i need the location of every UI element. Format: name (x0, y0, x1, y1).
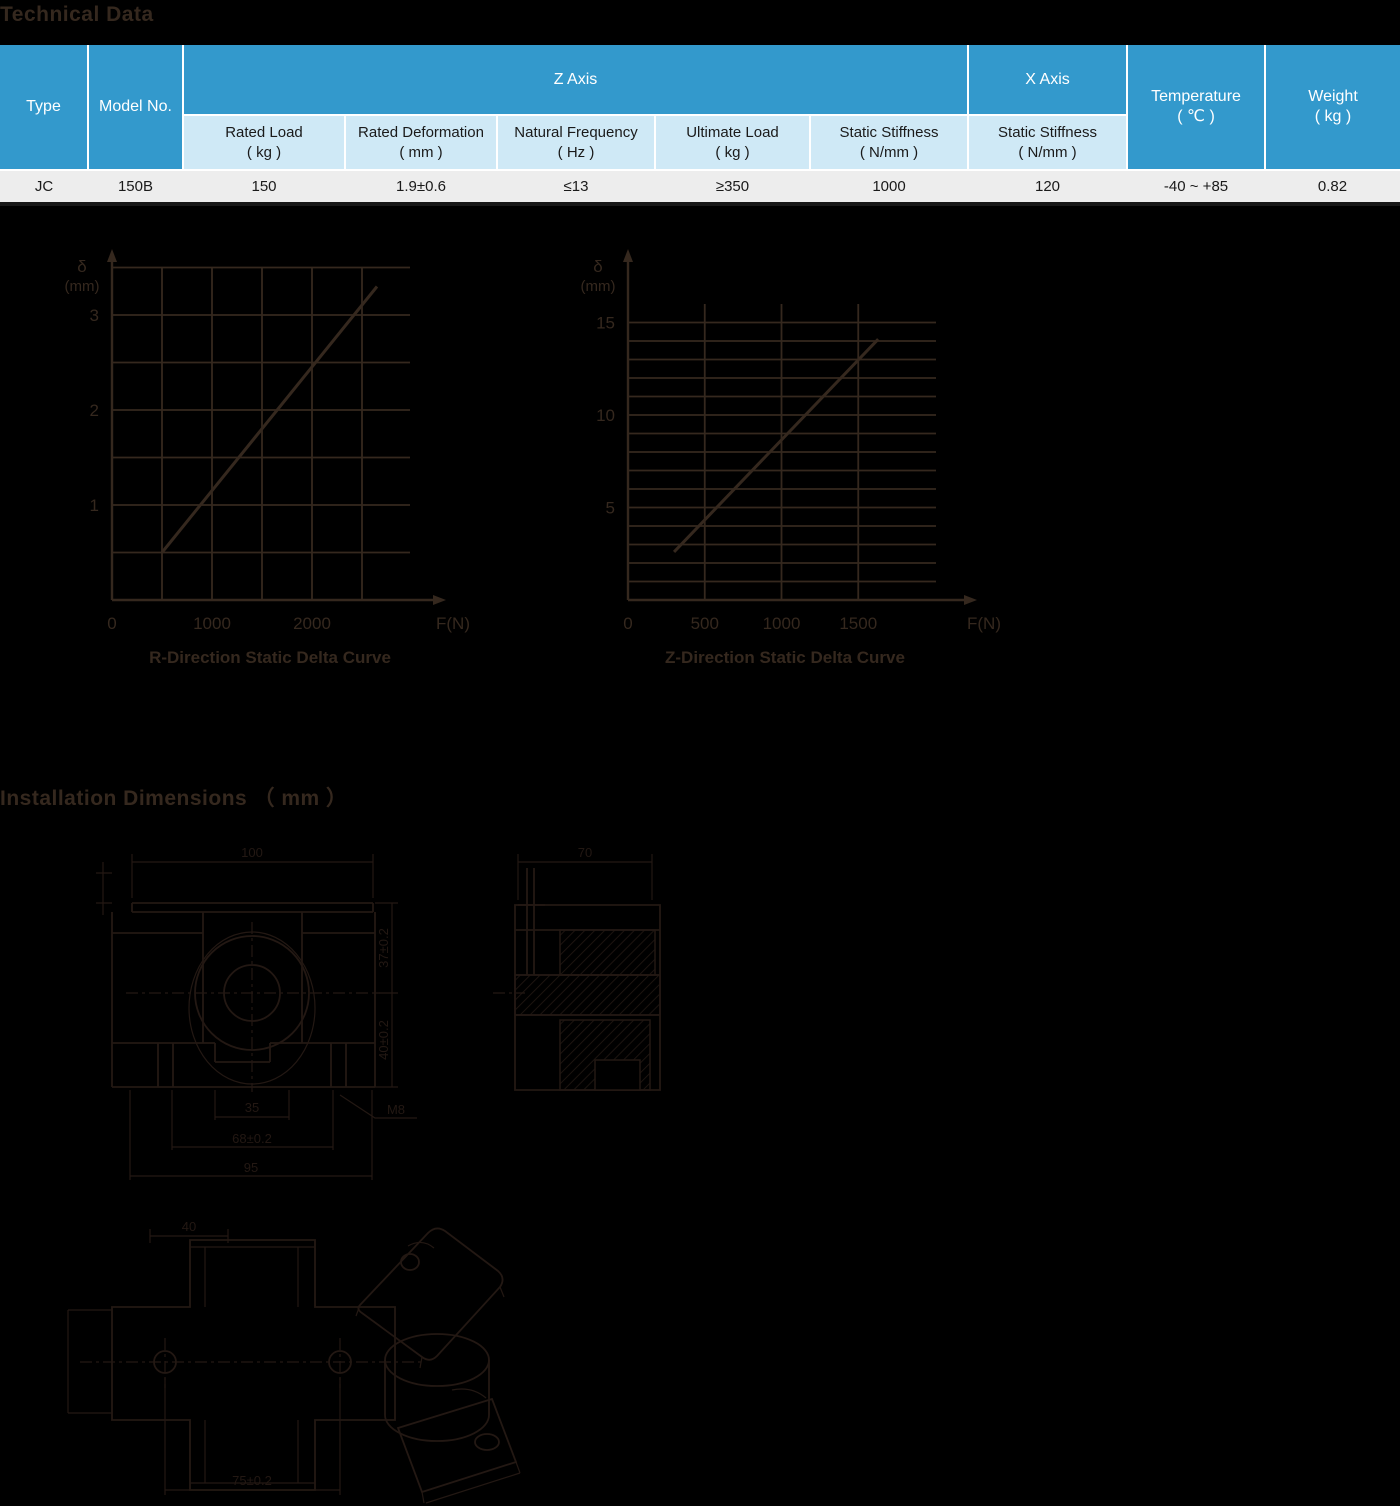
chart-title-z-direction: Z-Direction Static Delta Curve (665, 648, 905, 667)
cell-type: JC (0, 169, 88, 206)
cell-z-static-stiffness: 1000 (810, 169, 969, 206)
temperature-label: Temperature (1151, 88, 1241, 105)
col-header-natural-frequency: Natural Frequency ( Hz ) (496, 114, 656, 171)
cell-natural-frequency: ≤13 (497, 169, 655, 206)
svg-text:0: 0 (107, 614, 116, 633)
col-header-rated-deformation: Rated Deformation ( mm ) (344, 114, 498, 171)
svg-text:0: 0 (623, 614, 632, 633)
svg-text:2: 2 (90, 401, 99, 420)
svg-text:2000: 2000 (293, 614, 331, 633)
col-header-ultimate-load: Ultimate Load ( kg ) (654, 114, 811, 171)
weight-unit: ( kg ) (1314, 108, 1352, 125)
svg-text:3: 3 (90, 306, 99, 325)
svg-text:δ: δ (593, 257, 602, 276)
weight-label: Weight (1308, 88, 1358, 105)
cell-rated-deformation: 1.9±0.6 (345, 169, 497, 206)
dim-37: 37±0.2 (376, 928, 391, 968)
dim-68: 68±0.2 (232, 1131, 272, 1146)
svg-text:10: 10 (596, 406, 615, 425)
col-header-z-static-stiffness: Static Stiffness ( N/mm ) (808, 114, 970, 171)
col-header-weight: Weight ( kg ) (1264, 45, 1400, 171)
dim-75: 75±0.2 (232, 1473, 272, 1488)
chart-title-r-direction: R-Direction Static Delta Curve (149, 648, 391, 667)
svg-text:(mm): (mm) (581, 278, 616, 295)
plan-view-drawing: 40 75±0.2 (67, 1219, 425, 1495)
side-section-view-drawing: 70 (493, 845, 661, 1091)
svg-text:1000: 1000 (763, 614, 801, 633)
svg-text:1000: 1000 (193, 614, 231, 633)
dim-100: 100 (241, 845, 263, 860)
section-title-technical-data: Technical Data (0, 3, 154, 26)
table-row: JC 150B 150 1.9±0.6 ≤13 ≥350 1000 120 -4… (0, 169, 1400, 206)
dim-95: 95 (244, 1160, 258, 1175)
svg-text:(mm): (mm) (65, 278, 100, 295)
cell-x-static-stiffness: 120 (968, 169, 1128, 206)
col-header-x-static-stiffness: Static Stiffness ( N/mm ) (967, 114, 1129, 171)
dim-40-height: 40±0.2 (376, 1020, 391, 1060)
section-title-installation-dimensions: Installation Dimensions （ mm ） (0, 787, 348, 810)
technical-data-table: Type Model No. Z Axis X Axis Temperature… (0, 45, 1400, 206)
col-header-rated-load: Rated Load ( kg ) (182, 114, 346, 171)
r-direction-chart: 0 1000 2000 1 2 3 F(N) δ (mm) (65, 249, 470, 633)
cell-temperature: -40 ~ +85 (1127, 169, 1266, 206)
svg-text:F(N): F(N) (436, 614, 470, 633)
thread-callout: M8 (387, 1102, 405, 1117)
isometric-view-drawing (355, 1227, 521, 1504)
dim-70: 70 (578, 845, 592, 860)
col-header-temperature: Temperature ( ℃ ) (1126, 45, 1267, 171)
temperature-unit: ( ℃ ) (1177, 108, 1215, 125)
col-header-model: Model No. (87, 45, 184, 171)
dim-35: 35 (245, 1100, 259, 1115)
front-view-drawing: 100 35 68±0.2 95 37±0.2 40±0.2 M8 (96, 845, 417, 1180)
svg-text:15: 15 (596, 314, 615, 333)
col-header-type: Type (0, 45, 89, 171)
svg-text:500: 500 (691, 614, 719, 633)
z-axis-group-header: Z Axis (181, 45, 970, 116)
z-direction-chart: 0 500 1000 1500 5 10 15 F(N) δ (mm) (581, 249, 1001, 633)
cell-model: 150B (88, 169, 183, 206)
cell-rated-load: 150 (183, 169, 345, 206)
svg-text:1500: 1500 (839, 614, 877, 633)
cell-weight: 0.82 (1265, 169, 1400, 206)
svg-text:1: 1 (90, 496, 99, 515)
cell-ultimate-load: ≥350 (655, 169, 810, 206)
svg-text:δ: δ (77, 257, 86, 276)
x-axis-group-header: X Axis (967, 45, 1129, 116)
svg-text:5: 5 (606, 499, 615, 518)
svg-text:F(N): F(N) (967, 614, 1001, 633)
dim-40-boss: 40 (182, 1219, 196, 1234)
